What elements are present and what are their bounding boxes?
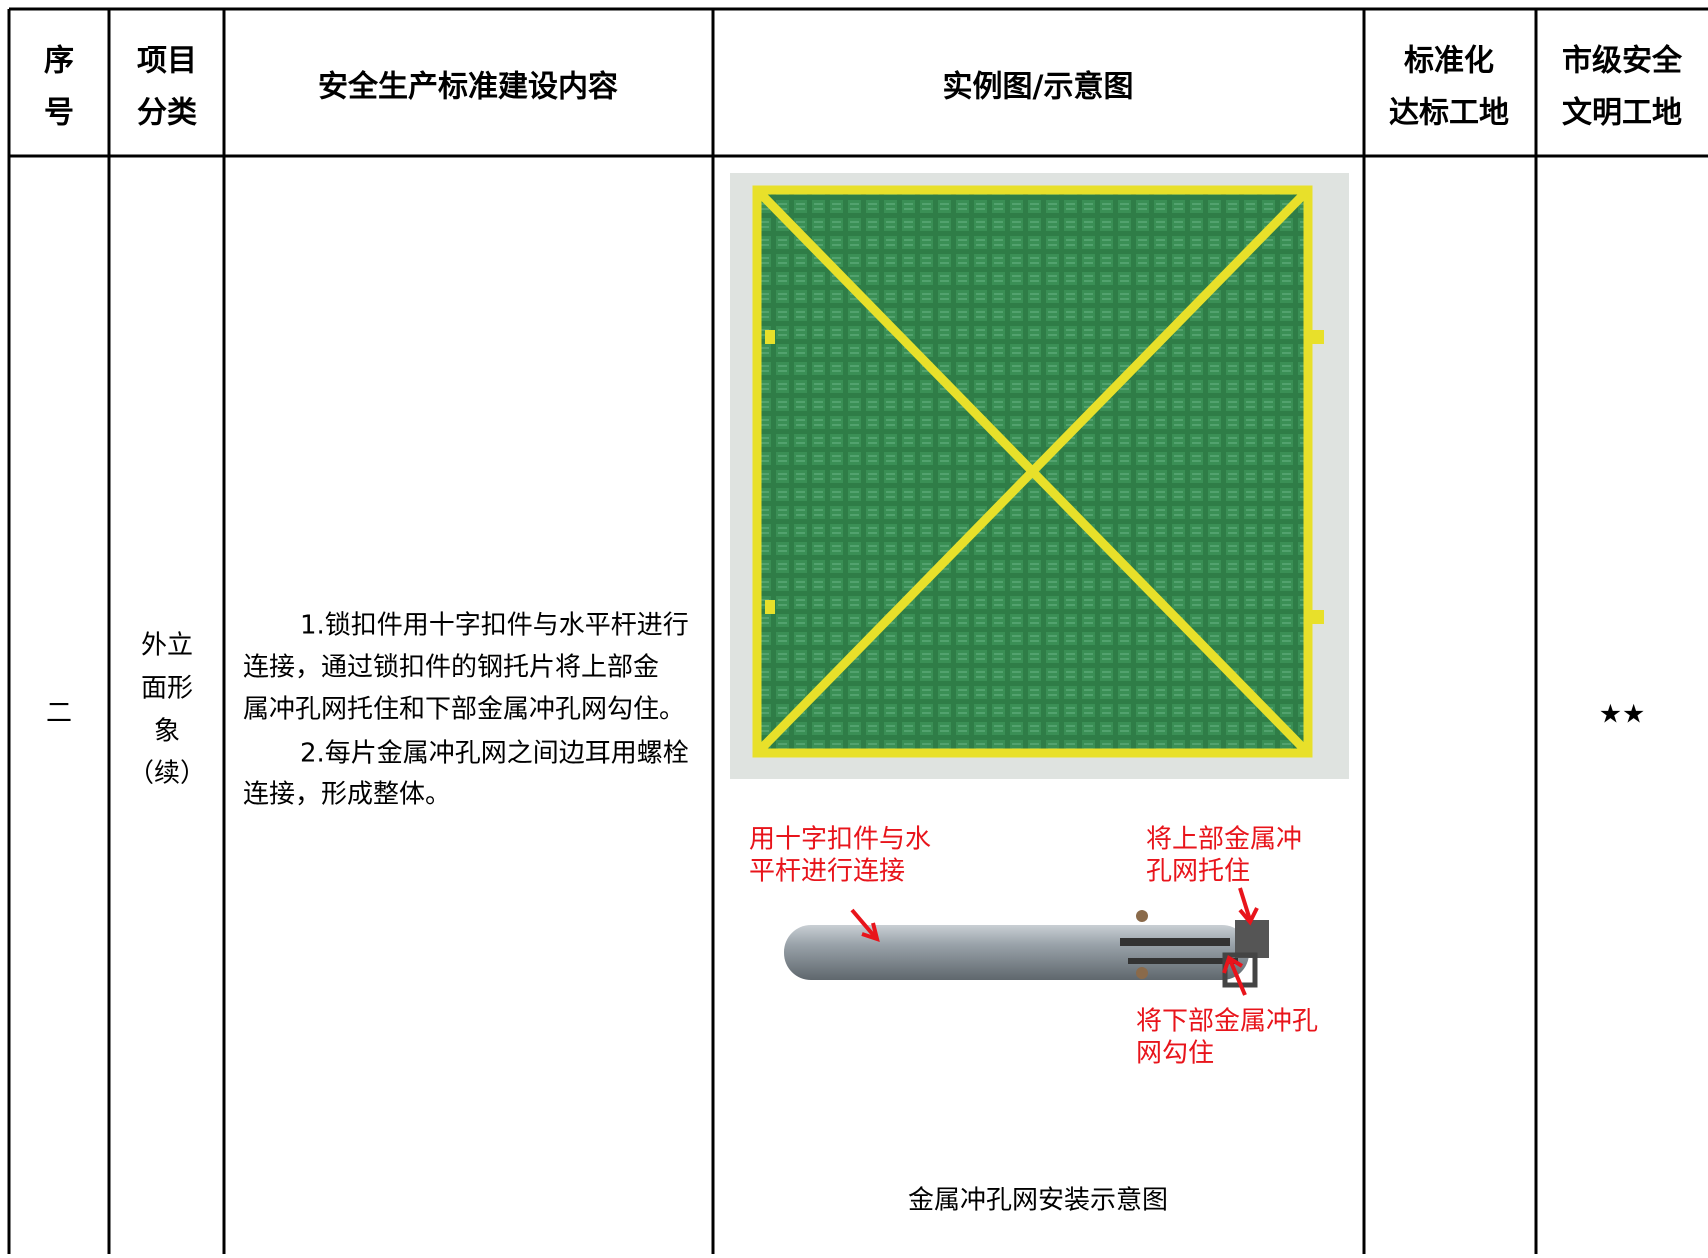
content-line: 连接，通过锁扣件的钢托片将上部金 (243, 653, 659, 683)
header-cell: 市级安全 (1562, 44, 1683, 79)
content-line: 属冲孔网托住和下部金属冲孔网勾住。 (243, 695, 685, 725)
header-cell: 文明工地 (1562, 96, 1682, 131)
table-grid (7, 7, 1708, 1254)
annotation: 将下部金属冲孔 (1136, 1007, 1318, 1037)
header-cell: 实例图/示意图 (943, 70, 1134, 105)
row-index: 二 (46, 699, 72, 729)
content-line: 1.锁扣件用十字扣件与水平杆进行 (300, 611, 689, 641)
clamp-photo (784, 910, 1269, 988)
category: 外立 (141, 631, 193, 661)
category: 面形 (141, 674, 193, 704)
caption: 金属冲孔网安装示意图 (908, 1186, 1168, 1216)
annotation: 用十字扣件与水 (749, 825, 931, 855)
content-line: 2.每片金属冲孔网之间边耳用螺栓 (300, 739, 689, 769)
annotation: 网勾住 (1136, 1039, 1214, 1069)
header-cell: 项目 (137, 44, 197, 79)
annotation: 孔网托住 (1146, 857, 1250, 887)
header-cell: 标准化 (1404, 44, 1494, 79)
header-cell: 序 (44, 44, 74, 79)
header-cell: 分类 (137, 96, 197, 131)
header-cell: 号 (44, 96, 74, 131)
arrows (850, 887, 1259, 996)
rating: ★★ (1599, 700, 1646, 730)
header-cell: 达标工地 (1389, 96, 1509, 131)
header-cell: 安全生产标准建设内容 (318, 70, 618, 105)
mesh-panel-photo (730, 173, 1349, 779)
annotation: 平杆进行连接 (749, 857, 905, 887)
content-line: 连接，形成整体。 (243, 780, 451, 810)
annotation: 将上部金属冲 (1146, 825, 1302, 855)
category: （续） (128, 759, 206, 789)
category: 象 (154, 717, 180, 747)
